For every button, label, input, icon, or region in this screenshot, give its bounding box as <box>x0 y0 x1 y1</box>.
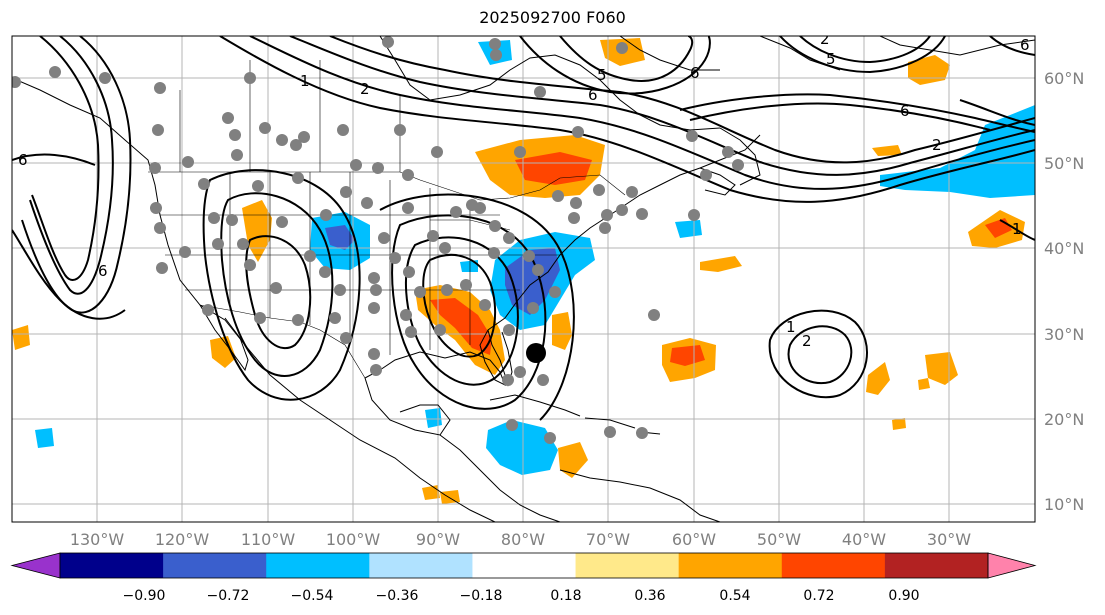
map-frame <box>11 35 1036 523</box>
colorbar-bin <box>369 553 473 578</box>
colorbar-tick: 0.72 <box>803 588 834 604</box>
colorbar-tick-labels: −0.90 −0.72 −0.54 −0.36 −0.18 0.18 0.36 … <box>123 588 920 604</box>
colorbar-tick: 0.54 <box>719 588 750 604</box>
colorbar-bin <box>60 553 164 578</box>
svg-text:50°N: 50°N <box>1044 154 1084 173</box>
colorbar-tick: −0.36 <box>376 588 419 604</box>
svg-text:30°N: 30°N <box>1044 325 1084 344</box>
colorbar-bin <box>678 553 783 578</box>
storm-marker <box>526 343 546 363</box>
svg-text:6: 6 <box>98 262 108 280</box>
svg-text:40°W: 40°W <box>842 530 886 549</box>
svg-text:10°N: 10°N <box>1044 495 1084 514</box>
svg-text:90°W: 90°W <box>416 530 460 549</box>
svg-text:110°W: 110°W <box>241 530 296 549</box>
colorbar-bin <box>884 553 989 578</box>
station-dots <box>12 36 744 444</box>
svg-text:2: 2 <box>820 30 830 48</box>
longitude-labels: 130°W 120°W 110°W 100°W 90°W 80°W 70°W 6… <box>70 530 971 549</box>
svg-text:120°W: 120°W <box>155 530 210 549</box>
svg-text:40°N: 40°N <box>1044 239 1084 258</box>
svg-text:70°W: 70°W <box>586 530 630 549</box>
colorbar-tick: −0.54 <box>291 588 334 604</box>
colorbar-tick: 0.90 <box>888 588 919 604</box>
colorbar-frame <box>59 552 989 579</box>
svg-text:1: 1 <box>1012 220 1022 238</box>
svg-text:6: 6 <box>18 151 28 169</box>
svg-text:2: 2 <box>802 332 812 350</box>
svg-text:130°W: 130°W <box>70 530 125 549</box>
colorbar-tick: 0.36 <box>634 588 665 604</box>
colorbar-bin <box>575 553 680 578</box>
svg-text:50°W: 50°W <box>757 530 801 549</box>
svg-text:6: 6 <box>588 86 598 104</box>
svg-text:1: 1 <box>786 318 796 336</box>
svg-text:80°W: 80°W <box>501 530 545 549</box>
svg-text:2: 2 <box>932 136 942 154</box>
colorbar-tick: −0.72 <box>207 588 250 604</box>
colorbar-tick: 0.18 <box>550 588 581 604</box>
svg-text:60°N: 60°N <box>1044 69 1084 88</box>
contour-labels: 6 2 1 5 6 6 6 1 2 6 1 2 2 5 6 <box>18 30 1030 350</box>
svg-text:6: 6 <box>1020 36 1030 54</box>
contour-lines <box>12 36 1035 421</box>
colorbar-bin <box>781 553 886 578</box>
svg-text:100°W: 100°W <box>326 530 381 549</box>
svg-text:6: 6 <box>900 102 910 120</box>
svg-text:2: 2 <box>360 80 370 98</box>
svg-text:60°W: 60°W <box>672 530 716 549</box>
svg-text:6: 6 <box>690 64 700 82</box>
graticule <box>12 36 1035 522</box>
colorbar-extend-high <box>987 552 1037 579</box>
svg-text:20°N: 20°N <box>1044 410 1084 429</box>
svg-text:30°W: 30°W <box>927 530 971 549</box>
colorbar <box>10 552 1037 579</box>
svg-text:5: 5 <box>826 50 836 68</box>
colorbar-tick: −0.18 <box>460 588 503 604</box>
map-title: 2025092700 F060 <box>479 8 626 27</box>
colorbar-bin <box>266 553 370 578</box>
latitude-labels: 60°N 50°N 40°N 30°N 20°N 10°N <box>1044 69 1084 514</box>
colorbar-bin <box>472 553 577 578</box>
svg-text:1: 1 <box>300 72 310 90</box>
colorbar-tick: −0.90 <box>123 588 166 604</box>
colorbar-extend-low <box>10 552 61 579</box>
colorbar-bin <box>163 553 267 578</box>
svg-text:5: 5 <box>597 66 607 84</box>
